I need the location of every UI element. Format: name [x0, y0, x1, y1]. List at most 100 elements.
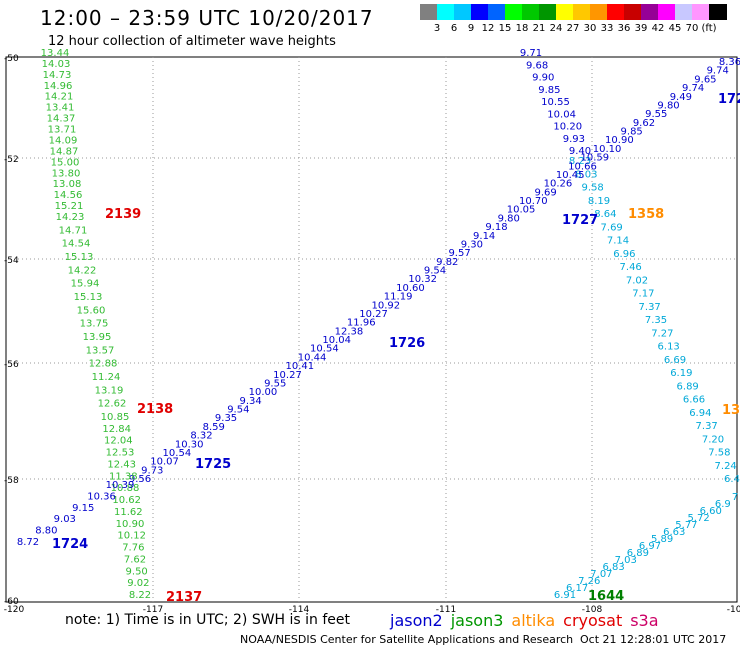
- scale-swatch: [607, 4, 625, 20]
- wave-height-value: 6.63: [663, 527, 685, 538]
- scale-swatch: [488, 4, 506, 20]
- wave-height-value: 7.02: [626, 275, 648, 286]
- wave-height-value: 6.9: [715, 499, 731, 510]
- wave-height-value: 10.20: [553, 122, 582, 133]
- scale-swatch: [709, 4, 727, 20]
- wave-height-value: 9.82: [436, 257, 458, 268]
- wave-height-value: 6.89: [677, 381, 699, 392]
- wave-height-value: 9.55: [645, 109, 667, 120]
- y-tick-label: -58: [4, 476, 19, 486]
- scale-label: 3: [433, 23, 441, 34]
- wave-height-value: 9.80: [657, 100, 679, 111]
- satellite-legend: jason2 jason3 altika cryosat s3a: [390, 611, 667, 630]
- wave-height-value: 7.27: [651, 328, 673, 339]
- wave-height-value: 9.18: [485, 222, 507, 233]
- wave-height-value: 10.54: [310, 344, 339, 355]
- scale-swatch: [522, 4, 540, 20]
- track-label: 1724: [52, 537, 88, 552]
- legend-s3a: s3a: [630, 611, 659, 630]
- wave-height-value: 9.35: [215, 413, 237, 424]
- wave-height-value: 10.07: [150, 457, 179, 468]
- wave-height-value: 8.23: [569, 156, 591, 167]
- wave-height-value: 7.07: [590, 569, 612, 580]
- wave-height-value: 15.94: [71, 279, 100, 290]
- wave-height-value: 7.62: [124, 554, 146, 565]
- wave-height-value: 12.84: [102, 424, 131, 435]
- wave-height-value: 13.57: [86, 345, 115, 356]
- wave-height-value: 10.04: [322, 335, 351, 346]
- wave-height-value: 8.80: [35, 526, 57, 537]
- wave-height-value: 10.44: [298, 352, 327, 363]
- wave-height-value: 14.09: [49, 135, 78, 146]
- scale-swatch: [437, 4, 455, 20]
- wave-height-value: 7.17: [632, 289, 654, 300]
- wave-height-value: 9.55: [264, 378, 286, 389]
- y-tick-label: -56: [4, 360, 19, 370]
- wave-height-value: 14.03: [42, 59, 71, 70]
- wave-height-value: 10.62: [112, 495, 141, 506]
- wave-height-value: 9.65: [694, 74, 716, 85]
- wave-height-value: 6.96: [613, 249, 635, 260]
- wave-height-value: 9.68: [526, 60, 548, 71]
- wave-height-value: 9.71: [520, 48, 542, 59]
- scale-swatch: [454, 4, 472, 20]
- wave-height-value: 10.90: [116, 519, 145, 530]
- scale-swatch: [675, 4, 693, 20]
- wave-height-value: 11.38: [109, 471, 138, 482]
- wave-height-value: 10.54: [163, 448, 192, 459]
- wave-height-value: 10.27: [359, 309, 388, 320]
- wave-height-value: 10.59: [580, 153, 609, 164]
- wave-height-value: 10.05: [507, 205, 536, 216]
- x-tick-label: -111: [436, 605, 456, 615]
- footer-credit: NOAA/NESDIS Center for Satellite Applica…: [240, 633, 574, 646]
- wave-height-value: 15.13: [74, 292, 103, 303]
- wave-height-value: 9.49: [670, 92, 692, 103]
- wave-height-value: 14.23: [56, 212, 85, 223]
- scale-swatch: [556, 4, 574, 20]
- scale-label: 18: [515, 23, 529, 34]
- track-label: 1725: [195, 457, 231, 472]
- wave-height-value: 6.97: [639, 541, 661, 552]
- wave-height-value: 5.77: [675, 520, 697, 531]
- wave-height-value: 10.36: [87, 491, 116, 502]
- wave-height-value: 10.60: [396, 283, 425, 294]
- wave-height-value: 9.34: [239, 396, 261, 407]
- wave-height-value: 14.56: [54, 190, 83, 201]
- wave-height-value: 10.45: [556, 170, 585, 181]
- wave-height-value: 14.37: [47, 114, 76, 125]
- wave-height-value: 9.02: [127, 578, 149, 589]
- legend-altika: altika: [511, 611, 556, 630]
- scale-swatch: [420, 4, 438, 20]
- wave-height-value: 10.88: [111, 483, 140, 494]
- wave-height-value: 7.20: [702, 434, 724, 445]
- wave-height-value: 7.26: [578, 576, 600, 587]
- wave-height-value: 6.60: [700, 506, 722, 517]
- wave-height-value: 9.14: [473, 231, 495, 242]
- wave-height-value: 5.72: [687, 513, 709, 524]
- wave-height-value: 9.54: [424, 266, 446, 277]
- wave-height-value: 12.04: [104, 436, 133, 447]
- wave-height-value: 8.59: [203, 422, 225, 433]
- x-tick-label: -108: [582, 605, 603, 615]
- wave-height-value: 8.72: [17, 537, 39, 548]
- scale-label: 42: [651, 23, 665, 34]
- scale-label: 9: [467, 23, 475, 34]
- page-subtitle: 12 hour collection of altimeter wave hei…: [48, 34, 336, 49]
- wave-height-value: 14.96: [44, 81, 73, 92]
- track-label: 1727: [562, 213, 598, 228]
- wave-height-value: 9.73: [141, 465, 163, 476]
- scale-swatch: [692, 4, 710, 20]
- scale-label: 30: [583, 23, 597, 34]
- scale-swatch: [539, 4, 557, 20]
- track-label: 2139: [105, 207, 141, 222]
- wave-height-value: 9.80: [498, 213, 520, 224]
- wave-height-value: 12.53: [106, 448, 135, 459]
- scale-label: 12: [481, 23, 495, 34]
- wave-height-value: 9.56: [129, 474, 151, 485]
- wave-height-value: 12.88: [89, 359, 118, 370]
- wave-height-value: 13.44: [41, 48, 70, 59]
- wave-height-value: 9.93: [563, 134, 585, 145]
- wave-height-value: 13.80: [52, 168, 81, 179]
- track-label: 1358: [628, 207, 664, 222]
